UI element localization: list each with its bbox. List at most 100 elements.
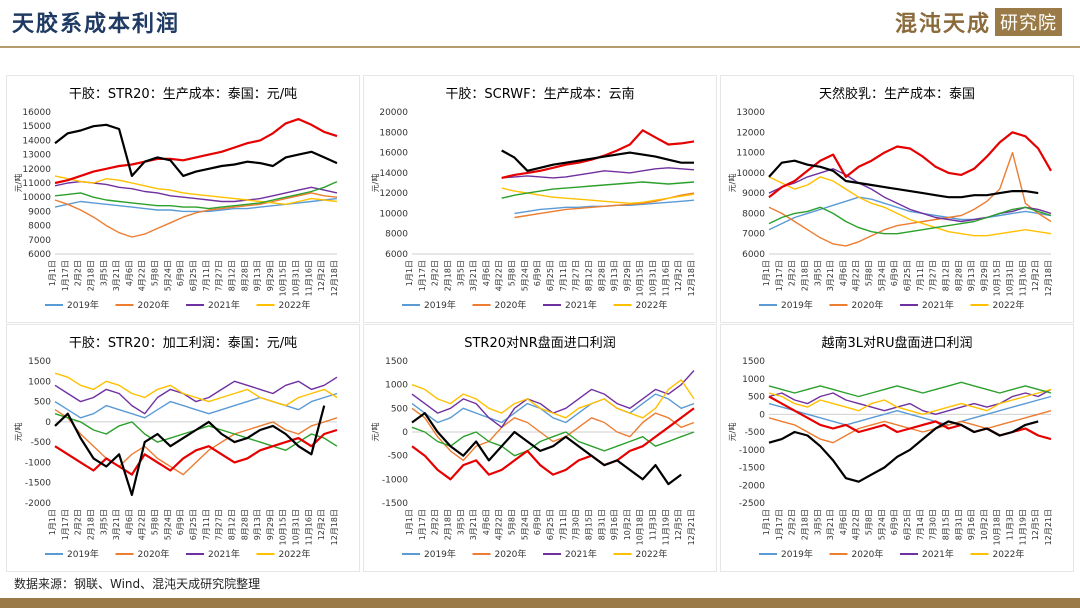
x-tick-label: 2月2日: [788, 509, 797, 535]
y-tick-label: 1500: [385, 357, 408, 367]
series-line-2022年: [411, 379, 695, 419]
y-tick-label: 6000: [385, 250, 408, 260]
x-tick-label: 2月2日: [788, 260, 797, 286]
series-line-2020年: [54, 192, 338, 238]
x-tick-label: 4月6日: [482, 260, 491, 286]
series-line-black: [768, 159, 1039, 199]
x-tick-label: 6月25日: [546, 509, 555, 540]
x-tick-label: 9月29日: [266, 260, 275, 291]
legend-label: 2020年: [138, 548, 170, 560]
series-line-2019年: [411, 393, 695, 424]
x-tick-label: 1月17日: [61, 260, 70, 291]
x-tick-label: 11月16日: [304, 509, 313, 545]
series-line-2019年: [54, 197, 338, 213]
x-tick-label: 10月18日: [993, 509, 1002, 545]
y-tick-label: 6000: [28, 250, 51, 260]
legend-label: 2020年: [138, 299, 170, 311]
y-tick-label: 12000: [736, 128, 765, 138]
y-tick-label: 14000: [22, 136, 51, 146]
x-tick-label: 5月24日: [520, 260, 529, 291]
chart-panel-1: 干胶：STR20：生产成本：泰国：元/吨 元/吨 6000 7000 8000 9000 1…: [6, 75, 360, 323]
x-tick-label: 2月18日: [800, 509, 809, 540]
x-tick-label: 11月16日: [1018, 260, 1027, 296]
x-tick-label: 12月21日: [687, 509, 696, 545]
series-line-2020年: [411, 407, 695, 462]
x-tick-label: 6月9日: [533, 509, 542, 535]
x-tick-label: 11月16日: [304, 260, 313, 296]
y-tick-label: 8000: [385, 230, 408, 240]
data-source-note: 数据来源：钢联、Wind、混沌天成研究院整理: [14, 577, 261, 591]
x-tick-label: 9月29日: [266, 509, 275, 540]
x-tick-label: 7月30日: [929, 509, 938, 540]
x-tick-label: 2月18日: [443, 509, 452, 540]
x-tick-label: 1月17日: [775, 509, 784, 540]
x-tick-label: 7月14日: [916, 509, 925, 540]
series-line-2020年: [768, 151, 1052, 247]
x-tick-label: 1月17日: [418, 260, 427, 291]
x-tick-label: 8月31日: [954, 509, 963, 540]
y-tick-label: 500: [748, 393, 765, 403]
legend-label: 2022年: [279, 548, 311, 560]
y-tick-label: 15000: [22, 122, 51, 132]
x-tick-label: 11月3日: [649, 509, 658, 540]
legend-label: 2019年: [781, 548, 813, 560]
legend-label: 2022年: [279, 299, 311, 311]
series-line-black: [501, 149, 694, 172]
series-line-black: [54, 405, 326, 496]
y-axis-label: 元/吨: [370, 174, 380, 193]
y-tick-label: 16000: [379, 149, 408, 159]
x-tick-label: 10月31日: [292, 509, 301, 545]
x-tick-label: 1月1日: [48, 509, 57, 535]
series-line-2021年: [411, 370, 695, 428]
x-tick-label: 9月16日: [610, 509, 619, 540]
y-tick-label: 7000: [742, 230, 765, 240]
y-tick-label: 8000: [28, 222, 51, 232]
y-tick-label: 0: [45, 418, 51, 428]
series-line-2021年: [54, 376, 338, 415]
series-line-black: [411, 412, 682, 486]
x-tick-label: 12月5日: [674, 509, 683, 540]
y-axis-label: 元/吨: [13, 174, 23, 193]
x-tick-label: 5月24日: [163, 509, 172, 540]
x-tick-label: 4月22日: [138, 509, 147, 540]
series-line-green: [54, 413, 338, 451]
y-tick-label: 10000: [22, 193, 51, 203]
x-tick-label: 10月31日: [649, 260, 658, 296]
series-line-2021年: [54, 180, 338, 203]
x-tick-label: 9月13日: [253, 260, 262, 291]
x-tick-label: 4月6日: [125, 260, 134, 286]
x-tick-label: 12月18日: [1044, 260, 1053, 296]
x-tick-label: 6月25日: [546, 260, 555, 291]
x-tick-label: 4月6日: [839, 509, 848, 535]
series-line-red: [768, 131, 1052, 199]
legend-label: 2022年: [636, 299, 668, 311]
x-tick-label: 1月1日: [405, 509, 414, 535]
y-tick-label: 10000: [379, 209, 408, 219]
x-tick-label: 7月27日: [215, 260, 224, 291]
chart-panel-5: STR20对NR盘面进口利润 元/吨 -1500 -1000 -500 0 500 1000 1…: [363, 324, 717, 572]
legend-label: 2019年: [424, 299, 456, 311]
x-tick-label: 11月19日: [661, 509, 670, 545]
x-tick-label: 10月2日: [980, 509, 989, 540]
x-tick-label: 7月11日: [202, 509, 211, 540]
y-tick-label: 1500: [742, 357, 765, 367]
legend-label: 2019年: [67, 299, 99, 311]
logo-text: 混沌天成: [894, 11, 991, 37]
y-tick-label: -1500: [382, 499, 408, 509]
y-tick-label: 12000: [22, 165, 51, 175]
legend-label: 2022年: [993, 299, 1025, 311]
x-tick-label: 2月18日: [443, 260, 452, 291]
x-tick-label: 1月17日: [61, 509, 70, 540]
x-tick-label: 12月21日: [1044, 509, 1053, 545]
x-tick-label: 2月2日: [74, 509, 83, 535]
y-axis-label: 元/吨: [370, 423, 380, 442]
series-line-red: [54, 428, 338, 476]
x-tick-label: 6月25日: [189, 260, 198, 291]
x-tick-label: 10月15日: [279, 509, 288, 545]
x-tick-label: 6月25日: [189, 509, 198, 540]
x-tick-label: 6月9日: [176, 509, 185, 535]
x-tick-label: 1月1日: [762, 509, 771, 535]
x-tick-label: 3月21日: [112, 260, 121, 291]
x-tick-label: 7月27日: [929, 260, 938, 291]
